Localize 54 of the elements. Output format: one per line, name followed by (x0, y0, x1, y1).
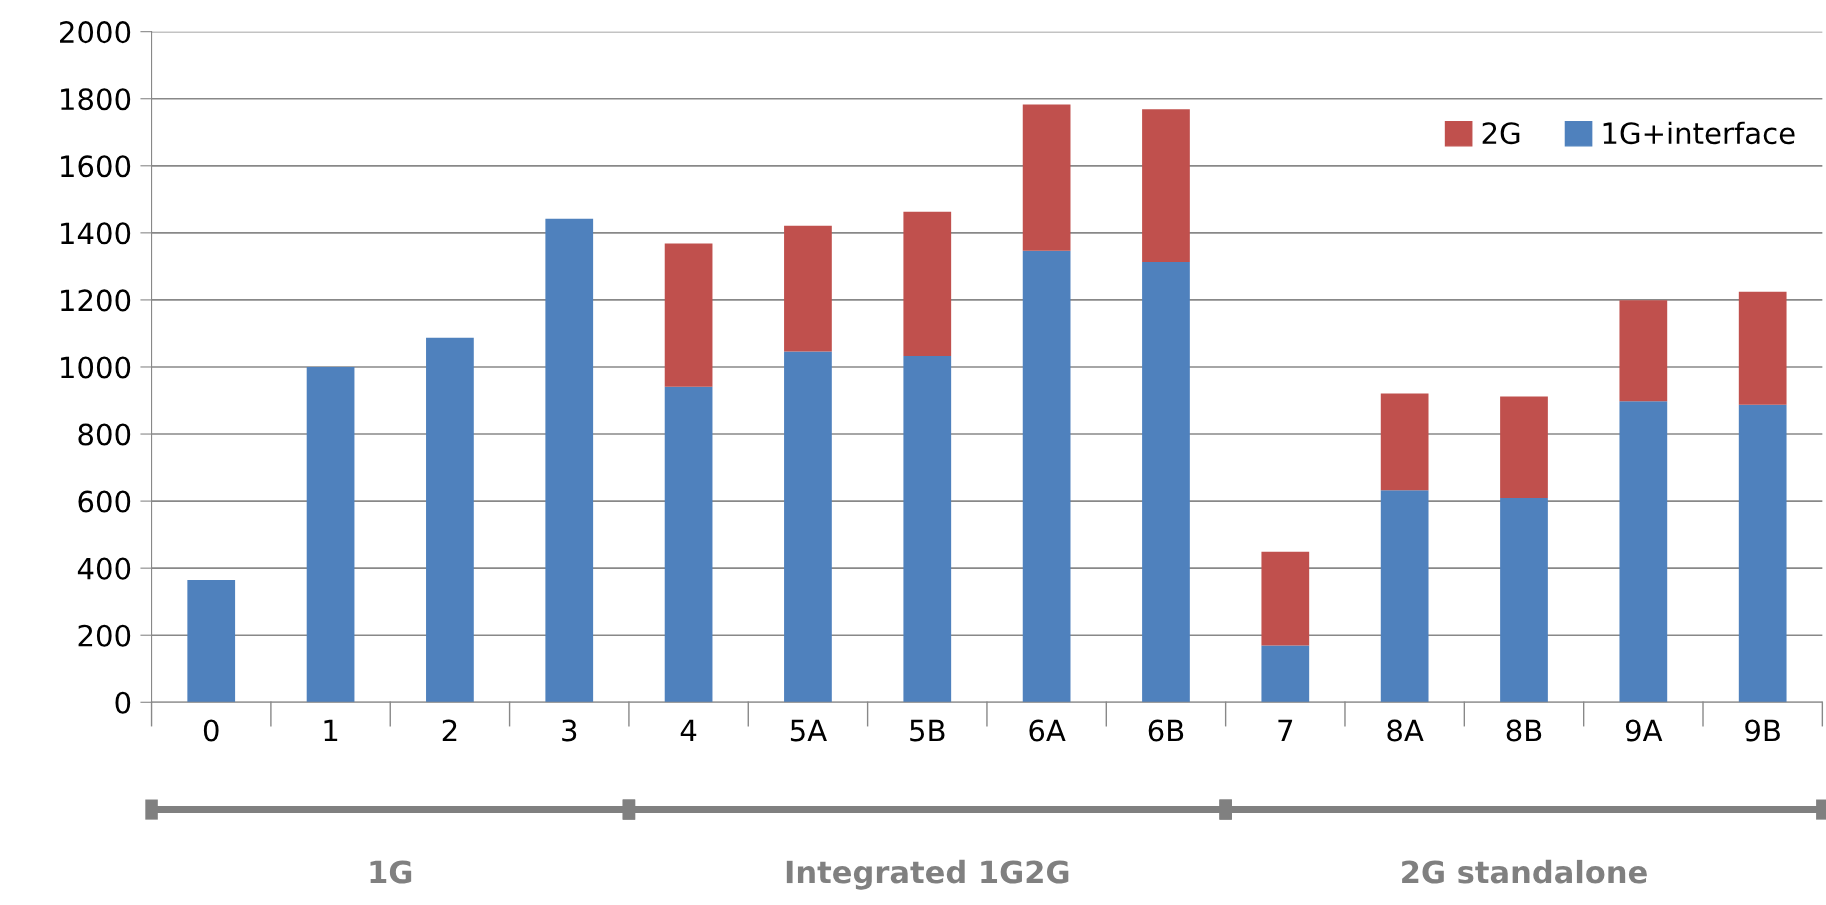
text: 2G standalone (1402, 859, 1647, 884)
bar (1738, 291, 1787, 405)
y-tick-label: 0 (115, 691, 131, 714)
bar (664, 386, 713, 703)
bar (903, 355, 952, 703)
x-tick-label: 8A (1387, 719, 1424, 742)
legend-label: 2G (1482, 122, 1520, 145)
x-tick-label: 6A (1029, 719, 1066, 742)
y-tick-label: 800 (78, 423, 131, 446)
bar (1261, 551, 1310, 646)
bar (1380, 490, 1429, 703)
bar (1261, 645, 1310, 703)
text: Integrated 1G2G (786, 859, 1069, 890)
y-tick-label: 1200 (61, 289, 131, 312)
y-tick-label: 2000 (60, 21, 131, 44)
bar (1022, 104, 1071, 251)
x-tick-label: 6B (1148, 719, 1184, 742)
bar (187, 579, 236, 703)
x-tick-label: 9A (1625, 719, 1663, 742)
x-tick-label: 2 (442, 719, 457, 742)
text: 1G (370, 860, 412, 884)
bar (1619, 401, 1668, 703)
x-tick-label: 5A (790, 719, 827, 742)
bar (1500, 498, 1548, 703)
bar (1738, 404, 1787, 703)
legend-label: 1G+interface (1603, 121, 1795, 145)
bar (426, 337, 474, 703)
x-tick-label: 7 (1278, 719, 1293, 742)
y-tick-label: 1600 (61, 155, 131, 178)
y-tick-label: 1400 (61, 222, 131, 245)
bar (306, 366, 355, 703)
bar (784, 225, 832, 352)
bar (545, 218, 594, 703)
x-tick-label: 5B (910, 719, 945, 742)
y-tick-label: 200 (78, 624, 131, 647)
bar (1142, 262, 1190, 703)
x-tick-label: 8B (1506, 719, 1542, 742)
bar (1500, 396, 1548, 499)
bar (1380, 393, 1429, 491)
x-tick-label: 1 (324, 719, 338, 742)
bar (784, 351, 832, 703)
bar (1022, 250, 1071, 703)
bar (903, 211, 952, 356)
x-tick-label: 0 (203, 719, 219, 742)
x-tick-label: 4 (680, 719, 697, 742)
y-tick-label: 1800 (61, 88, 131, 111)
x-tick-label: 3 (562, 719, 577, 742)
y-tick-label: 400 (77, 557, 131, 580)
bar (664, 243, 713, 387)
bar (1619, 300, 1668, 402)
x-tick-label: 9B (1745, 719, 1780, 742)
bar (1142, 109, 1190, 263)
y-tick-label: 1000 (61, 356, 131, 379)
y-tick-label: 600 (78, 490, 131, 513)
